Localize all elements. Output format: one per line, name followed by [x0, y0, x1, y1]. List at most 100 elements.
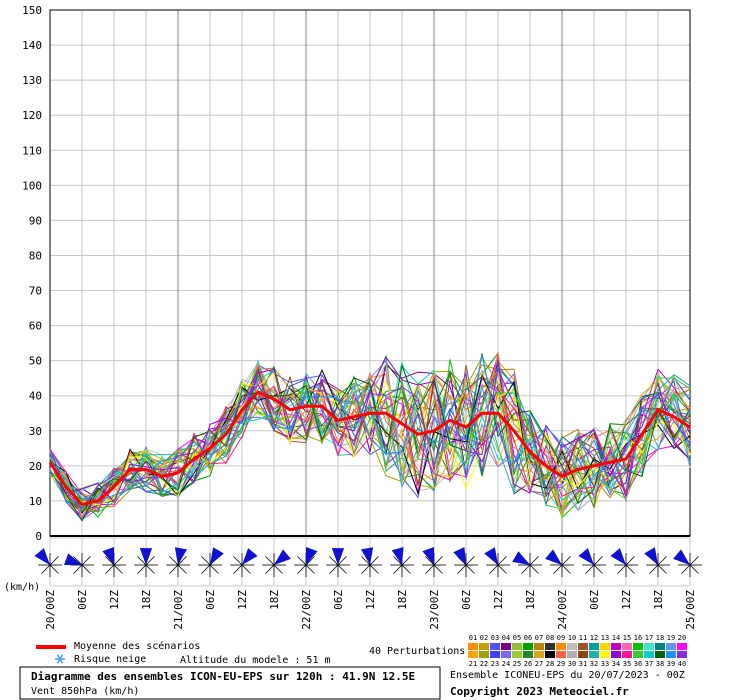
wind-sector — [139, 548, 153, 565]
perturbation-number: 31 — [579, 660, 587, 668]
x-tick-label: 20/00Z — [44, 590, 57, 630]
perturbation-line-30 — [49, 361, 691, 512]
x-tick-label: 06Z — [204, 590, 217, 610]
wind-rose-16 — [545, 549, 574, 577]
wind-sector — [484, 547, 498, 565]
y-tick-label: 30 — [29, 425, 42, 438]
x-tick-label: 12Z — [364, 590, 377, 610]
perturbation-swatch — [567, 651, 577, 658]
perturbation-swatch — [666, 643, 676, 650]
wind-sector — [242, 548, 258, 565]
wind-sector — [453, 547, 466, 565]
wind-rose-5 — [198, 547, 224, 577]
perturbation-number: 13 — [601, 634, 609, 642]
x-tick-label: 12Z — [108, 590, 121, 610]
wind-rose-0 — [34, 548, 62, 577]
snowflake-icon — [55, 654, 65, 664]
perturbation-swatch — [644, 643, 654, 650]
perturbation-number: 16 — [634, 634, 642, 642]
perturbation-swatch — [479, 643, 489, 650]
altitude-label: Altitude du modele : 51 m — [180, 655, 331, 666]
perturbation-swatch — [655, 643, 665, 650]
x-tick-label: 18Z — [396, 590, 409, 610]
mean-series-line — [48, 390, 691, 507]
wind-rose-17 — [578, 548, 606, 577]
wind-sector — [360, 547, 374, 565]
perturbation-swatch — [578, 643, 588, 650]
y-tick-label: 70 — [29, 285, 42, 298]
perturbation-swatch — [468, 651, 478, 658]
perturbation-swatch — [578, 651, 588, 658]
y-tick-label: 130 — [22, 74, 42, 87]
perturbation-number: 32 — [590, 660, 598, 668]
perturbation-number: 10 — [568, 634, 576, 642]
x-tick-label: 18Z — [268, 590, 281, 610]
perturbation-number: 35 — [623, 660, 631, 668]
y-tick-label: 10 — [29, 495, 42, 508]
wind-sector — [610, 548, 626, 565]
perturbation-number: 34 — [612, 660, 620, 668]
perturbation-swatch — [633, 643, 643, 650]
wind-sector — [64, 553, 82, 566]
perturbation-number: 02 — [480, 634, 488, 642]
x-tick-label: 23/00Z — [428, 590, 441, 630]
wind-rose-12 — [422, 547, 446, 577]
x-tick-label: 25/00Z — [684, 590, 697, 630]
perturbation-number: 24 — [502, 660, 510, 668]
perturbation-number: 22 — [480, 660, 488, 668]
perturbation-swatch — [556, 651, 566, 658]
x-tick-label: 18Z — [524, 590, 537, 610]
wind-rose-20 — [673, 549, 702, 577]
x-tick-label: 21/00Z — [172, 590, 185, 630]
wind-rose-15 — [512, 551, 542, 577]
perturbation-number: 18 — [656, 634, 664, 642]
x-tick-label: 24/00Z — [556, 590, 569, 630]
y-tick-label: 150 — [22, 4, 42, 17]
perturbation-number: 08 — [546, 634, 554, 642]
perturbation-number: 15 — [623, 634, 631, 642]
wind-rose-4 — [166, 547, 190, 577]
perturbation-line-10 — [49, 361, 691, 516]
perturbation-swatch — [545, 643, 555, 650]
wind-rose-9 — [326, 548, 350, 577]
y-tick-label: 140 — [22, 39, 42, 52]
perturbation-swatch — [545, 651, 555, 658]
wind-sector — [102, 547, 115, 565]
perturbation-swatch — [468, 643, 478, 650]
wind-rose-3 — [134, 548, 158, 577]
perturbation-number: 19 — [667, 634, 675, 642]
y-tick-label: 80 — [29, 249, 42, 262]
perturbation-swatch — [501, 643, 511, 650]
perturbation-number: 06 — [524, 634, 532, 642]
perturbation-number: 26 — [524, 660, 532, 668]
x-tick-label: 06Z — [332, 590, 345, 610]
x-tick-label: 22/00Z — [300, 590, 313, 630]
y-tick-label: 100 — [22, 179, 42, 192]
perturbation-line-32 — [49, 369, 691, 513]
perturbation-swatch — [512, 651, 522, 658]
wind-sector — [512, 551, 530, 565]
y-tick-label: 0 — [35, 530, 42, 543]
wind-rose-18 — [610, 548, 638, 577]
wind-sector — [331, 548, 345, 565]
perturbation-number: 03 — [491, 634, 499, 642]
y-tick-label: 50 — [29, 355, 42, 368]
wind-sector — [34, 548, 50, 565]
perturbation-swatch — [523, 651, 533, 658]
wind-rose-11 — [390, 547, 414, 577]
perturbation-swatch — [611, 643, 621, 650]
wind-rose-1 — [64, 553, 94, 577]
perturbation-swatch — [512, 643, 522, 650]
snow-legend-label: Risque neige — [74, 654, 147, 665]
perturbation-number: 38 — [656, 660, 664, 668]
perturbation-number: 29 — [557, 660, 565, 668]
x-tick-label: 12Z — [236, 590, 249, 610]
perturbation-number: 07 — [535, 634, 543, 642]
wind-sector — [644, 547, 658, 565]
perturbation-swatch — [534, 651, 544, 658]
perturbation-number: 09 — [557, 634, 565, 642]
perturbation-swatch — [655, 651, 665, 658]
perturbation-number: 33 — [601, 660, 609, 668]
legend-area — [19, 645, 441, 700]
perturbation-swatch — [556, 643, 566, 650]
